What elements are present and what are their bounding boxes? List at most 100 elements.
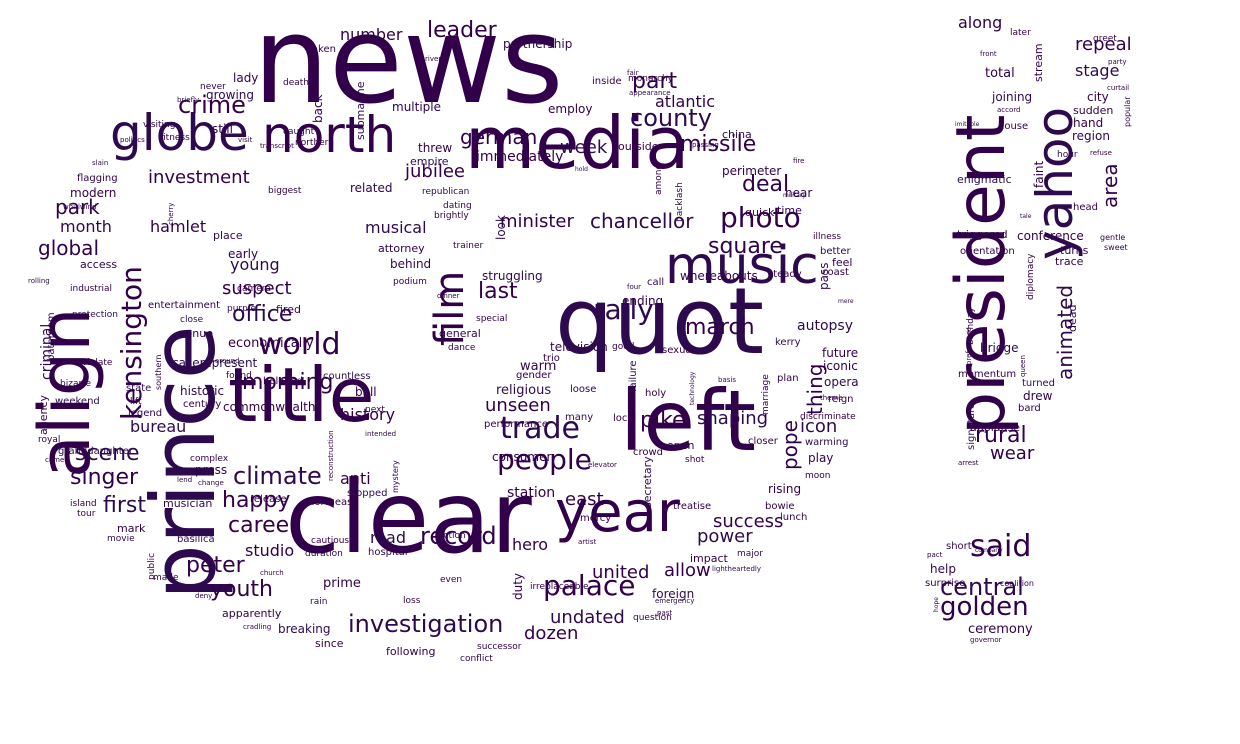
cloud-word: discriminate	[800, 411, 856, 422]
cloud-word: kerry	[775, 337, 801, 348]
cloud-word: popular	[1123, 96, 1132, 127]
cloud-word: marriage	[761, 374, 771, 415]
cloud-word: stream	[1032, 43, 1045, 82]
cloud-word: east	[565, 488, 604, 510]
cloud-word: triggered	[957, 228, 1008, 242]
cloud-word: podium	[393, 276, 427, 287]
cloud-word: dinner	[437, 292, 460, 301]
cloud-word: growing	[206, 88, 254, 103]
cloud-word: along	[958, 13, 1003, 33]
cloud-word: closer	[748, 436, 778, 447]
cloud-word: threw	[418, 141, 453, 156]
cloud-word: autopsy	[797, 317, 853, 334]
cloud-word: holy	[645, 388, 667, 399]
cloud-word: look	[494, 215, 508, 240]
cloud-word: even	[440, 574, 463, 585]
cloud-word: station	[507, 484, 556, 501]
cloud-word: hold	[575, 166, 588, 174]
cloud-word: office	[232, 302, 293, 328]
cloud-word: royal	[38, 434, 61, 445]
cloud-word: palace	[543, 568, 636, 602]
cloud-word: china	[722, 128, 752, 142]
cloud-word: party	[1108, 58, 1127, 67]
cloud-word: cautious	[311, 535, 350, 546]
cloud-word: bowie	[765, 501, 795, 512]
cloud-word: central	[940, 572, 1024, 601]
cloud-word: united	[592, 561, 650, 583]
cloud-word: quick	[745, 206, 775, 220]
cloud-word: open	[667, 439, 695, 453]
cloud-word: venue	[179, 327, 213, 341]
cloud-word: hero	[512, 535, 548, 555]
cloud-word: house	[998, 121, 1029, 132]
cloud-word: coast	[822, 267, 849, 278]
cloud-word: warming	[805, 437, 849, 448]
cloud-word: global	[38, 236, 99, 260]
cloud-word: entertainment	[148, 300, 220, 311]
cloud-word: studio	[245, 541, 295, 561]
cloud-word: first	[103, 493, 146, 519]
cloud-word: immediately	[476, 148, 564, 165]
cloud-word: sweet	[1104, 242, 1128, 252]
cloud-word: apparently	[222, 607, 282, 621]
cloud-word: around	[215, 357, 240, 366]
cloud-word: emergency	[655, 597, 695, 606]
cloud-word: brightly	[434, 210, 469, 221]
cloud-word: passing	[692, 141, 719, 150]
cloud-word: place	[213, 229, 243, 243]
cloud-word: basilica	[177, 534, 215, 545]
cloud-word: investment	[148, 166, 250, 188]
cloud-word: region	[1072, 129, 1110, 144]
cloud-word: better	[820, 246, 851, 257]
cloud-word: death	[283, 77, 309, 88]
cloud-word: climate	[233, 461, 322, 490]
cloud-word: chancellor	[590, 209, 694, 233]
cloud-word: partnership	[503, 37, 573, 52]
cloud-word: unseen	[485, 394, 551, 416]
cloud-word: park	[55, 195, 100, 219]
cloud-word: caught	[283, 126, 315, 137]
cloud-word: reign	[828, 394, 854, 405]
cloud-word: purple	[227, 303, 256, 314]
cloud-word: briefly	[177, 96, 200, 105]
cloud-word: outside	[618, 140, 659, 154]
cloud-word: short	[946, 541, 972, 552]
cloud-word: hand	[1073, 116, 1104, 131]
cloud-word: ceremony	[968, 621, 1033, 637]
cloud-word: cradling	[243, 623, 272, 632]
cloud-word: fitness	[160, 132, 190, 143]
cloud-word: feel	[832, 256, 853, 270]
cloud-word: monarchy	[628, 73, 673, 84]
cloud-word: theme	[820, 394, 843, 403]
cloud-word: century	[183, 399, 222, 410]
cloud-word: complex	[190, 453, 229, 464]
cloud-word: whereabouts	[680, 269, 758, 284]
cloud-word: missile	[680, 132, 757, 158]
cloud-word: lunch	[780, 512, 808, 523]
cloud-word: rural	[975, 423, 1027, 449]
cloud-word: hour	[1057, 149, 1078, 160]
cloud-word: whirlwind	[63, 203, 97, 212]
cloud-word: among	[654, 163, 664, 195]
cloud-word: rally	[593, 292, 654, 326]
cloud-word: mystery	[391, 460, 400, 493]
cloud-word: performance	[484, 419, 549, 430]
cloud-word: city	[1087, 90, 1109, 105]
cloud-word: dance	[448, 342, 476, 353]
cloud-word: success	[713, 510, 784, 532]
cloud-word: week	[560, 136, 608, 158]
cloud-word: still	[212, 122, 233, 137]
cloud-word: deny	[195, 592, 213, 601]
cloud-word: loose	[570, 384, 597, 395]
cloud-word: march	[685, 315, 755, 341]
cloud-word: elevator	[588, 461, 617, 470]
cloud-word: front	[980, 50, 997, 59]
cloud-word: career	[228, 513, 299, 539]
cloud-word: close	[180, 314, 204, 325]
cloud-word: appearance	[629, 89, 671, 98]
cloud-word: made	[153, 572, 179, 583]
cloud-word: pope	[778, 420, 802, 470]
cloud-word: hope	[933, 597, 940, 612]
cloud-word: fired	[276, 303, 301, 317]
cloud-word: submarine	[354, 81, 367, 140]
